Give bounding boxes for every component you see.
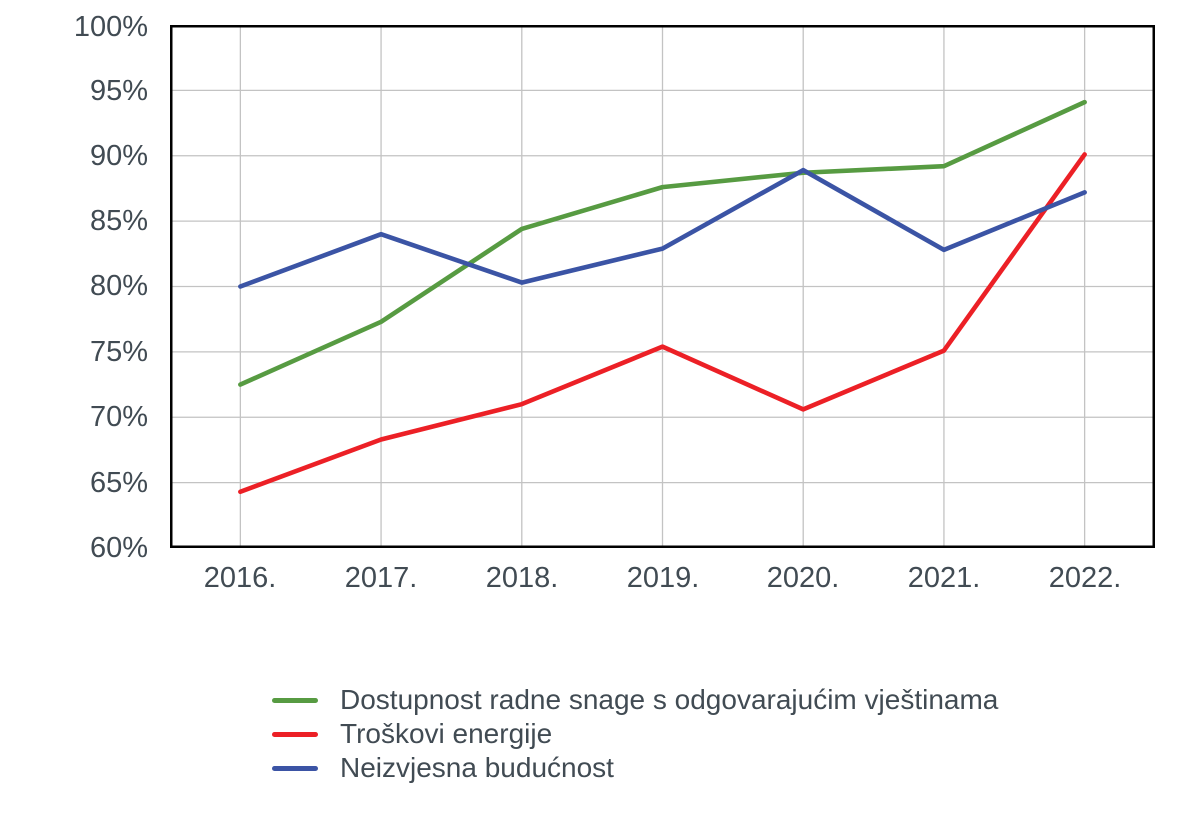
legend-item: Dostupnost radne snage s odgovarajućim v… [272,683,998,717]
legend-line-marker [272,697,318,703]
y-tick-label: 75% [89,336,148,368]
legend-item-label: Neizvjesna budućnost [340,752,614,783]
legend-item: Neizvjesna budućnost [272,751,998,785]
x-tick-label: 2019. [626,562,700,594]
y-tick-label: 70% [89,401,148,433]
y-tick-label: 60% [89,532,148,564]
x-tick-label: 2021. [907,562,981,594]
legend-item-label: Troškovi energije [340,718,553,749]
y-tick-label: 85% [89,205,148,237]
legend-item: Troškovi energije [272,717,998,751]
x-tick-label: 2022. [1048,562,1122,594]
x-tick-label: 2020. [766,562,840,594]
y-tick-label: 80% [89,270,148,302]
y-tick-label: 100% [73,11,148,43]
legend: Dostupnost radne snage s odgovarajućim v… [272,683,998,785]
plot-area [170,25,1155,548]
x-tick-label: 2018. [485,562,559,594]
x-tick-label: 2017. [344,562,418,594]
legend-line-marker [272,731,318,737]
y-tick-label: 65% [89,467,148,499]
y-tick-label: 90% [89,140,148,172]
x-tick-label: 2016. [203,562,277,594]
legend-line-marker [272,765,318,771]
legend-item-label: Dostupnost radne snage s odgovarajućim v… [340,684,999,715]
y-tick-label: 95% [89,75,148,107]
